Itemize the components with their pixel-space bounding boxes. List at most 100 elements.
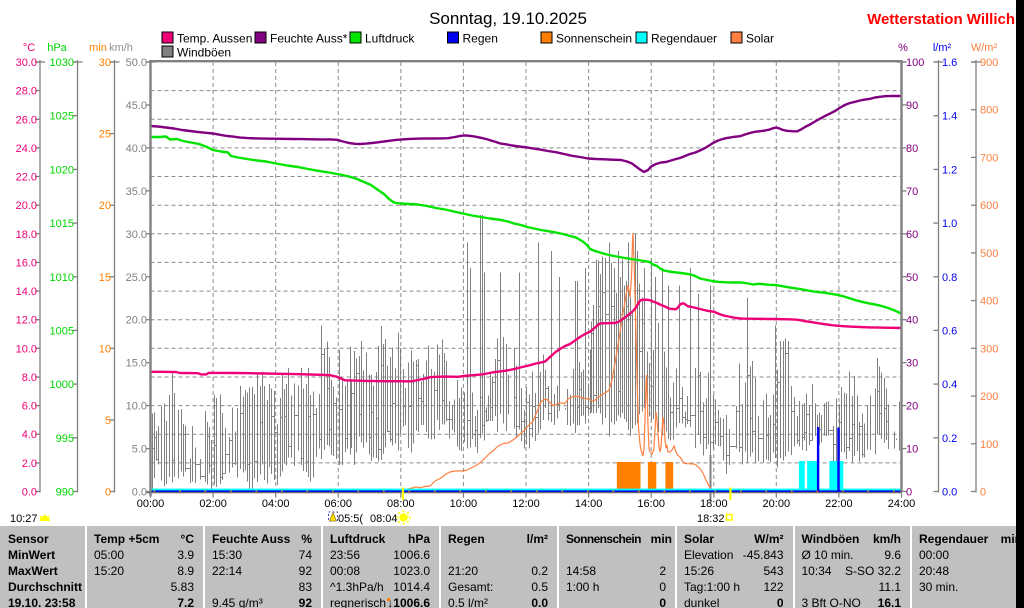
svg-text:70: 70 bbox=[906, 186, 918, 198]
svg-text:24.0: 24.0 bbox=[16, 143, 37, 155]
svg-text:0.2: 0.2 bbox=[942, 433, 957, 445]
svg-text:1010: 1010 bbox=[50, 272, 74, 284]
svg-text:1000: 1000 bbox=[50, 379, 74, 391]
svg-text:1015: 1015 bbox=[50, 218, 74, 230]
svg-text:Regen: Regen bbox=[463, 32, 498, 46]
svg-text:10.0: 10.0 bbox=[16, 343, 37, 355]
svg-text:hPa: hPa bbox=[47, 42, 67, 54]
svg-text:400: 400 bbox=[980, 296, 998, 308]
svg-text:0.4: 0.4 bbox=[942, 379, 957, 391]
svg-text:22.0: 22.0 bbox=[16, 172, 37, 184]
svg-text:200: 200 bbox=[980, 391, 998, 403]
svg-text:10: 10 bbox=[99, 343, 111, 355]
svg-text:700: 700 bbox=[980, 152, 998, 164]
svg-text:Luftdruck: Luftdruck bbox=[365, 32, 415, 46]
svg-text:0: 0 bbox=[105, 487, 111, 499]
svg-text:5: 5 bbox=[105, 415, 111, 427]
svg-text:18.0: 18.0 bbox=[16, 229, 37, 241]
svg-text:14.0: 14.0 bbox=[16, 286, 37, 298]
svg-text:600: 600 bbox=[980, 200, 998, 212]
svg-text:40.0: 40.0 bbox=[126, 143, 147, 155]
svg-text:80: 80 bbox=[906, 143, 918, 155]
svg-text:05:5(: 05:5( bbox=[338, 513, 363, 525]
svg-text:00:00: 00:00 bbox=[137, 498, 165, 510]
svg-text:10: 10 bbox=[906, 444, 918, 456]
svg-text:30.0: 30.0 bbox=[126, 229, 147, 241]
svg-text:15.0: 15.0 bbox=[126, 358, 147, 370]
svg-text:50.0: 50.0 bbox=[126, 57, 147, 69]
svg-text:1.6: 1.6 bbox=[942, 57, 957, 69]
svg-text:Sonnenschein: Sonnenschein bbox=[556, 32, 632, 46]
svg-text:Windböen: Windböen bbox=[177, 46, 231, 60]
svg-text:16.0: 16.0 bbox=[16, 257, 37, 269]
svg-text:°C: °C bbox=[23, 42, 35, 54]
svg-text:6.0: 6.0 bbox=[22, 401, 37, 413]
svg-text:1.2: 1.2 bbox=[942, 164, 957, 176]
svg-text:900: 900 bbox=[980, 57, 998, 69]
svg-text:10:27: 10:27 bbox=[10, 513, 38, 525]
svg-text:0.8: 0.8 bbox=[942, 272, 957, 284]
svg-text:Wetterstation Willich: Wetterstation Willich bbox=[867, 11, 1015, 28]
svg-text:28.0: 28.0 bbox=[16, 86, 37, 98]
svg-text:100: 100 bbox=[980, 439, 998, 451]
svg-text:08:04: 08:04 bbox=[370, 513, 398, 525]
svg-text:100: 100 bbox=[906, 57, 924, 69]
svg-text:40: 40 bbox=[906, 315, 918, 327]
svg-text:Temp. Aussen: Temp. Aussen bbox=[177, 32, 252, 46]
svg-text:Regendauer: Regendauer bbox=[651, 32, 717, 46]
svg-text:25.0: 25.0 bbox=[126, 272, 147, 284]
svg-text:04:00: 04:00 bbox=[262, 498, 290, 510]
svg-text:20.0: 20.0 bbox=[126, 315, 147, 327]
svg-text:Sonntag, 19.10.2025: Sonntag, 19.10.2025 bbox=[429, 9, 587, 28]
svg-text:4.0: 4.0 bbox=[22, 429, 37, 441]
svg-text:18:32: 18:32 bbox=[697, 513, 725, 525]
svg-text:06:00: 06:00 bbox=[324, 498, 352, 510]
svg-text:90: 90 bbox=[906, 100, 918, 112]
svg-text:60: 60 bbox=[906, 229, 918, 241]
svg-text:45.0: 45.0 bbox=[126, 100, 147, 112]
svg-text:1005: 1005 bbox=[50, 325, 74, 337]
svg-text:20:00: 20:00 bbox=[763, 498, 791, 510]
svg-text:Solar: Solar bbox=[746, 32, 774, 46]
svg-text:02:00: 02:00 bbox=[199, 498, 227, 510]
svg-text:25: 25 bbox=[99, 129, 111, 141]
svg-text:14:00: 14:00 bbox=[575, 498, 603, 510]
svg-text:W/m²: W/m² bbox=[971, 42, 998, 54]
svg-text:10:00: 10:00 bbox=[450, 498, 478, 510]
svg-text:1025: 1025 bbox=[50, 111, 74, 123]
svg-text:1030: 1030 bbox=[50, 57, 74, 69]
svg-text:16:00: 16:00 bbox=[637, 498, 665, 510]
svg-text:10.0: 10.0 bbox=[126, 401, 147, 413]
svg-text:l/m²: l/m² bbox=[933, 42, 952, 54]
svg-text:0: 0 bbox=[980, 487, 986, 499]
svg-text:800: 800 bbox=[980, 105, 998, 117]
svg-text:22:00: 22:00 bbox=[825, 498, 853, 510]
svg-text:min: min bbox=[89, 42, 107, 54]
svg-text:5.0: 5.0 bbox=[132, 444, 147, 456]
svg-text:12:00: 12:00 bbox=[512, 498, 540, 510]
svg-text:990: 990 bbox=[56, 487, 74, 499]
svg-text:0.6: 0.6 bbox=[942, 325, 957, 337]
svg-text:20: 20 bbox=[906, 401, 918, 413]
svg-text:1.0: 1.0 bbox=[942, 218, 957, 230]
svg-text:24:00: 24:00 bbox=[888, 498, 916, 510]
svg-text:8.0: 8.0 bbox=[22, 372, 37, 384]
svg-text:1.4: 1.4 bbox=[942, 111, 957, 123]
svg-text:12.0: 12.0 bbox=[16, 315, 37, 327]
svg-text:50: 50 bbox=[906, 272, 918, 284]
svg-text:26.0: 26.0 bbox=[16, 114, 37, 126]
svg-text:km/h: km/h bbox=[109, 42, 133, 54]
svg-text:30: 30 bbox=[99, 57, 111, 69]
svg-text:0.0: 0.0 bbox=[22, 487, 37, 499]
svg-text:1020: 1020 bbox=[50, 164, 74, 176]
svg-text:15: 15 bbox=[99, 272, 111, 284]
svg-text:30.0: 30.0 bbox=[16, 57, 37, 69]
svg-text:35.0: 35.0 bbox=[126, 186, 147, 198]
svg-text:Feuchte Auss*: Feuchte Auss* bbox=[270, 32, 348, 46]
svg-text:08:00: 08:00 bbox=[387, 498, 415, 510]
svg-text:995: 995 bbox=[56, 433, 74, 445]
svg-text:500: 500 bbox=[980, 248, 998, 260]
svg-text:18:00: 18:00 bbox=[700, 498, 728, 510]
svg-text:0.0: 0.0 bbox=[132, 487, 147, 499]
svg-text:20: 20 bbox=[99, 200, 111, 212]
